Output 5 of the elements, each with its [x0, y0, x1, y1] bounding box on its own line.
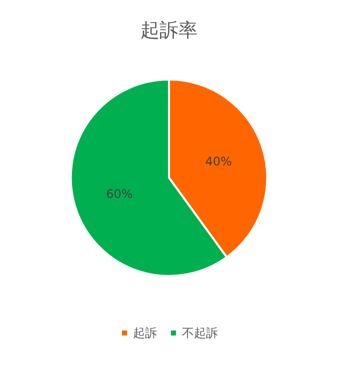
data-label: 60%: [106, 186, 133, 201]
chart-title: 起訴率: [140, 20, 198, 42]
data-label: 40%: [205, 154, 232, 169]
legend-label: 起訴: [133, 326, 157, 340]
legend-label: 不起訴: [182, 326, 218, 340]
